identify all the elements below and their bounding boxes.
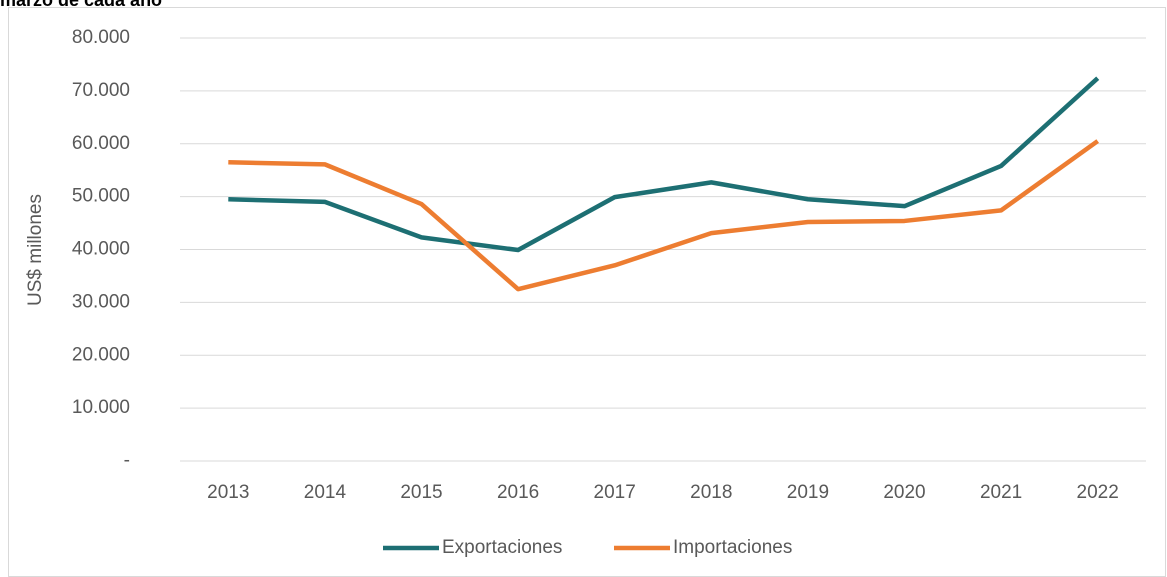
x-tick-label: 2015 (400, 482, 442, 503)
x-tick-label: 2016 (497, 482, 539, 503)
chart-frame (8, 7, 1166, 577)
y-tick-label: 20.000 (72, 344, 130, 365)
y-tick-label: 60.000 (72, 133, 130, 154)
y-tick-label: 40.000 (72, 239, 130, 260)
chart-title: marzo de cada año (0, 0, 162, 10)
y-tick-label: - (124, 450, 130, 471)
x-tick-label: 2018 (690, 482, 732, 503)
y-tick-label: 80.000 (72, 27, 130, 48)
x-tick-label: 2014 (304, 482, 347, 503)
x-tick-label: 2019 (787, 482, 829, 503)
y-axis-label: US$ millones (25, 194, 46, 306)
x-tick-label: 2013 (207, 482, 249, 503)
y-tick-label: 50.000 (72, 186, 130, 207)
y-tick-label: 70.000 (72, 80, 130, 101)
x-tick-label: 2022 (1077, 482, 1119, 503)
series-line (228, 76, 1100, 253)
y-tick-label: 30.000 (72, 291, 130, 312)
y-tick-label: 10.000 (72, 397, 130, 418)
legend-label: Exportaciones (442, 537, 562, 558)
legend-label: Importaciones (673, 537, 792, 558)
x-tick-label: 2021 (980, 482, 1022, 503)
x-tick-label: 2017 (594, 482, 636, 503)
series-line (228, 139, 1100, 292)
x-tick-label: 2020 (883, 482, 925, 503)
